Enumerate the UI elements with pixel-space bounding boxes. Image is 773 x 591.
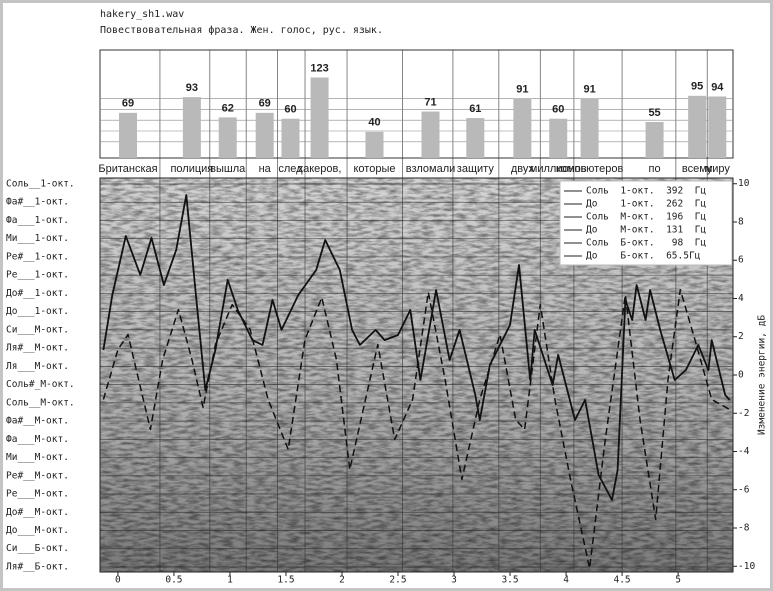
y2-tick-label: 0: [738, 370, 744, 381]
y-tick-label: Ля___М-окт.: [6, 361, 69, 372]
bar-value-label: 60: [284, 104, 296, 116]
bar-value-label: 91: [583, 83, 595, 95]
bar: [513, 98, 531, 158]
y2-tick-label: 10: [738, 178, 750, 189]
y2-tick-label: -4: [738, 446, 750, 457]
y-tick-label: Ре___1-окт.: [6, 270, 69, 281]
y-tick-label: Фа___1-окт.: [6, 215, 69, 226]
x-tick-label: 4.5: [613, 575, 630, 586]
bar-value-label: 91: [516, 83, 528, 95]
y-tick-label: Си___М-окт.: [6, 324, 69, 335]
y-tick-label: Ми___М-окт.: [6, 452, 69, 463]
bar: [311, 77, 329, 158]
x-tick-label: 1.5: [277, 575, 294, 586]
y-tick-label: Соль__1-окт.: [6, 178, 75, 189]
y-tick-label: Соль__М-окт.: [6, 397, 75, 408]
x-tick-label: 4: [563, 575, 569, 586]
legend-row: Соль Б-окт. 98 Гц: [586, 238, 706, 249]
x-tick-label: 2.5: [389, 575, 406, 586]
word-label: миру: [705, 163, 731, 175]
bar-value-label: 71: [424, 96, 436, 108]
bar: [466, 118, 484, 158]
legend-row: До М-окт. 131 Гц: [586, 225, 706, 236]
y-tick-label: До#__М-окт.: [6, 507, 69, 518]
word-label: по: [649, 163, 661, 175]
bar: [422, 112, 440, 158]
y-tick-label: Ля#__М-окт.: [6, 343, 69, 354]
bar: [365, 132, 383, 158]
y-tick-label: Соль#_М-окт.: [6, 379, 75, 390]
word-label: на: [259, 163, 272, 175]
y-tick-label: До___М-окт.: [6, 525, 69, 536]
y-tick-label: Ми___1-окт.: [6, 233, 69, 244]
figure: hakery_sh1.wav Повествовательная фраза. …: [0, 0, 773, 591]
y-tick-label: Ре___М-окт.: [6, 489, 69, 500]
y-tick-label: До___1-окт.: [6, 306, 69, 317]
word-label: защиту: [457, 163, 495, 175]
bar-value-label: 40: [368, 117, 380, 129]
y-tick-label: До#__1-окт.: [6, 288, 69, 299]
y2-tick-label: 2: [738, 331, 744, 342]
word-label: которые: [353, 163, 395, 175]
y2-tick-label: 6: [738, 255, 744, 266]
word-label: вышла: [210, 163, 246, 175]
x-tick-label: 3: [451, 575, 457, 586]
bar-value-label: 94: [711, 81, 724, 93]
bar: [646, 122, 664, 158]
y-tick-label: Фа#__1-окт.: [6, 197, 69, 208]
y-tick-label: Ля#__Б-окт.: [6, 561, 69, 572]
y-tick-label: Си___Б-окт.: [6, 543, 69, 554]
bar-value-label: 123: [310, 62, 328, 74]
bar: [688, 96, 706, 158]
legend-row: Соль М-окт. 196 Гц: [586, 212, 706, 223]
word-label: Британская: [98, 163, 157, 175]
y2-tick-label: 8: [738, 216, 744, 227]
x-tick-label: 1: [227, 575, 233, 586]
legend-row: Соль 1-окт. 392 Гц: [586, 186, 706, 197]
y2-axis-title: Изменение энергии, дБ: [757, 315, 768, 435]
bar: [549, 119, 567, 158]
bar: [708, 96, 726, 158]
bar-value-label: 95: [691, 81, 703, 93]
bar: [183, 97, 201, 158]
bar-value-label: 69: [122, 98, 134, 110]
word-label: взломали: [406, 163, 456, 175]
word-label: компьютеров: [556, 163, 624, 175]
y2-tick-label: -10: [738, 561, 755, 572]
word-label: полиция: [170, 163, 213, 175]
file-name: hakery_sh1.wav: [100, 9, 184, 20]
x-tick-label: 5: [675, 575, 681, 586]
y2-tick-label: -6: [738, 484, 750, 495]
x-tick-label: 2: [339, 575, 345, 586]
x-tick-label: 0: [115, 575, 121, 586]
y-tick-label: Ре#__1-окт.: [6, 251, 69, 262]
y-tick-label: Фа#__М-окт.: [6, 416, 69, 427]
bar: [219, 117, 237, 158]
word-label: хакеров,: [298, 163, 342, 175]
y-tick-label: Ре#__М-окт.: [6, 470, 69, 481]
x-tick-label: 3.5: [501, 575, 518, 586]
bar-value-label: 69: [259, 98, 271, 110]
bar: [119, 113, 137, 158]
bar-value-label: 62: [222, 102, 234, 114]
bar-value-label: 61: [469, 103, 481, 115]
y-tick-label: Фа___М-окт.: [6, 434, 69, 445]
y2-tick-label: -2: [738, 408, 749, 419]
legend-row: До Б-окт. 65.5Гц: [586, 251, 701, 262]
y2-tick-label: -8: [738, 523, 750, 534]
bar-value-label: 93: [186, 82, 198, 94]
bar-value-label: 60: [552, 104, 564, 116]
bar: [256, 113, 274, 158]
bar: [281, 119, 299, 158]
bar-value-label: 55: [648, 107, 660, 119]
bar: [581, 98, 599, 158]
subtitle: Повествовательная фраза. Жен. голос, рус…: [100, 24, 383, 36]
x-tick-label: 0.5: [165, 575, 182, 586]
legend-row: До 1-окт. 262 Гц: [586, 199, 706, 210]
y2-tick-label: 4: [738, 293, 744, 304]
